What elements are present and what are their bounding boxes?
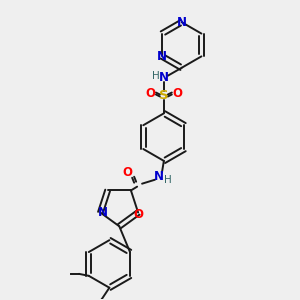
- Text: O: O: [133, 208, 143, 221]
- Text: N: N: [177, 16, 187, 29]
- Text: N: N: [98, 206, 107, 219]
- Text: H: H: [164, 175, 172, 185]
- Text: N: N: [157, 50, 167, 63]
- Text: H: H: [152, 71, 160, 81]
- Text: N: N: [154, 170, 164, 183]
- Text: N: N: [159, 71, 169, 84]
- Text: O: O: [173, 87, 183, 100]
- Text: O: O: [145, 87, 155, 100]
- Text: O: O: [122, 166, 132, 179]
- Text: S: S: [159, 89, 169, 102]
